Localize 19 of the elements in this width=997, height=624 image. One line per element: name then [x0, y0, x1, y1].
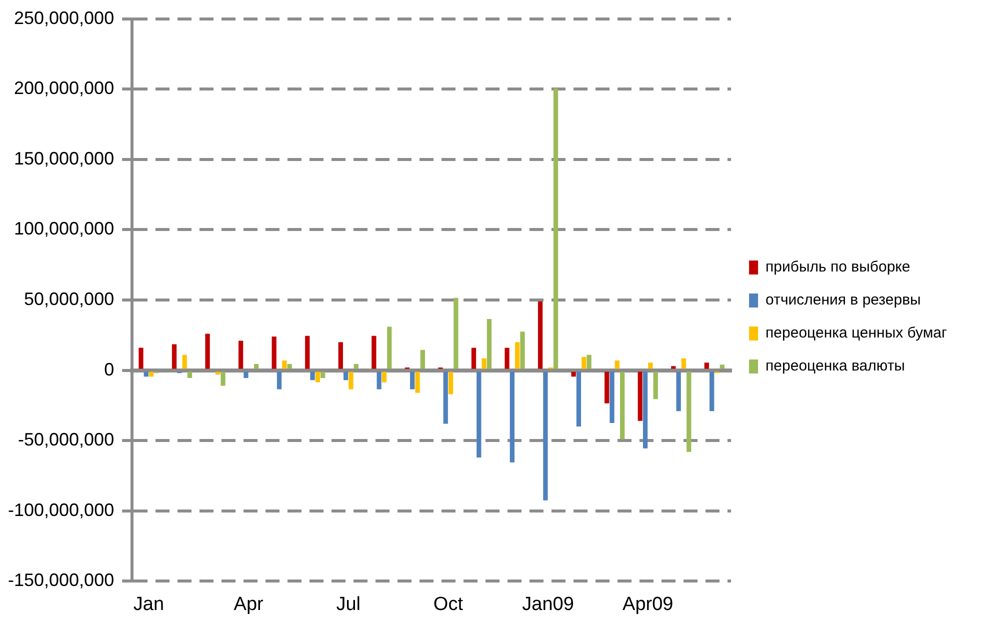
legend-label: переоценка ценных бумаг — [766, 324, 948, 342]
y-tick-label: -150,000,000 — [8, 570, 114, 590]
x-tick-label: Jan09 — [522, 594, 574, 615]
y-tick-label: 200,000,000 — [14, 78, 114, 98]
x-tick-label: Apr — [234, 594, 264, 615]
y-tick-label: -50,000,000 — [18, 430, 114, 450]
y-tick-label: 50,000,000 — [24, 288, 114, 309]
x-tick-label: Apr09 — [622, 594, 674, 615]
y-tick-label: 0 — [104, 359, 114, 380]
x-tick-label: Jan — [133, 594, 164, 615]
x-tick-label: Jul — [336, 594, 361, 615]
y-tick-label: 150,000,000 — [14, 148, 114, 168]
y-tick-label: 250,000,000 — [14, 8, 114, 28]
y-tick-label: 100,000,000 — [14, 218, 114, 239]
legend-label: прибыль по выборке — [766, 258, 910, 276]
x-tick-label: Oct — [433, 594, 464, 615]
legend-label: переоценка валюты — [766, 358, 905, 375]
y-tick-label: -100,000,000 — [8, 500, 114, 520]
legend-label: отчисления в резервы — [766, 292, 921, 309]
